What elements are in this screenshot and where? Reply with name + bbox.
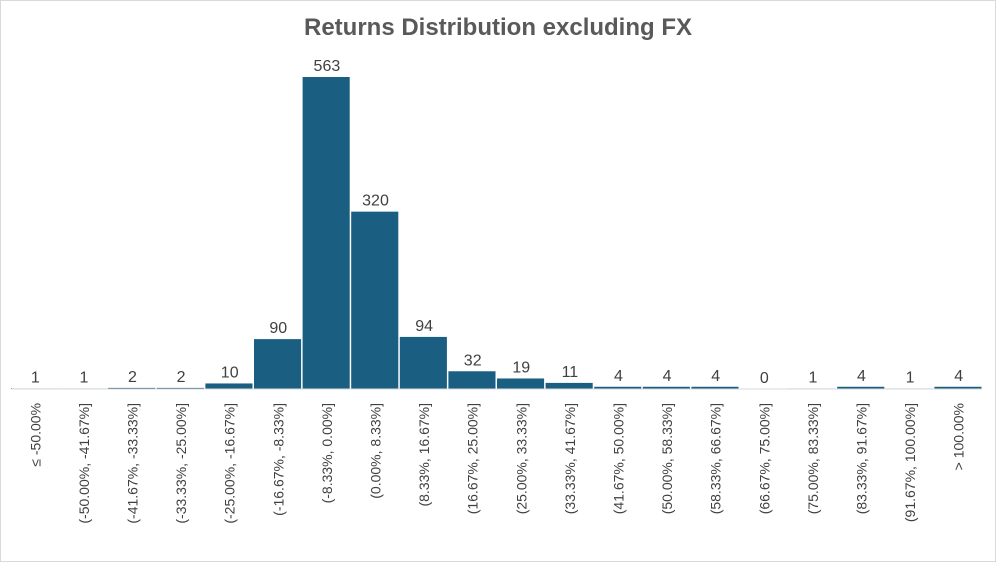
bar-17 bbox=[837, 386, 885, 389]
data-label-16: 1 bbox=[808, 369, 817, 386]
bar-2 bbox=[108, 387, 156, 389]
chart-title: Returns Distribution excluding FX bbox=[303, 14, 693, 41]
x-tick-label-11: (33.33%, 41.67%] bbox=[562, 403, 578, 514]
data-label-19: 4 bbox=[954, 368, 963, 385]
x-tick-label-19: > 100.00% bbox=[951, 403, 967, 470]
bars-group bbox=[11, 77, 982, 389]
bar-7 bbox=[351, 211, 399, 389]
data-label-18: 1 bbox=[906, 369, 915, 386]
bar-9 bbox=[448, 371, 496, 389]
x-tick-label-15: (66.67%, 75.00%] bbox=[756, 403, 772, 514]
x-tick-label-17: (83.33%, 91.67%] bbox=[854, 403, 870, 514]
x-tick-label-13: (50.00%, 58.33%] bbox=[659, 403, 675, 514]
data-label-6: 563 bbox=[314, 58, 341, 75]
x-tick-label-10: (25.00%, 33.33%] bbox=[513, 403, 529, 514]
bar-10 bbox=[497, 378, 545, 389]
x-tick-label-0: ≤ -50.00% bbox=[27, 403, 43, 467]
x-tick-label-16: (75.00%, 83.33%] bbox=[805, 403, 821, 514]
data-label-0: 1 bbox=[31, 369, 40, 386]
data-label-12: 4 bbox=[614, 368, 623, 385]
data-label-7: 320 bbox=[362, 193, 389, 210]
data-label-8: 94 bbox=[415, 318, 433, 335]
bar-4 bbox=[205, 383, 253, 389]
x-tick-label-1: (-50.00%, -41.67%] bbox=[76, 403, 92, 524]
x-tick-label-12: (41.67%, 50.00%] bbox=[611, 403, 627, 514]
bar-8 bbox=[399, 336, 447, 389]
bar-14 bbox=[691, 386, 739, 389]
data-label-1: 1 bbox=[79, 369, 88, 386]
data-label-15: 0 bbox=[760, 370, 769, 387]
data-label-3: 2 bbox=[177, 369, 186, 386]
data-label-2: 2 bbox=[128, 369, 137, 386]
x-tick-label-2: (-41.67%, -33.33%] bbox=[125, 403, 141, 524]
x-tick-label-18: (91.67%, 100.00%] bbox=[902, 403, 918, 522]
data-label-9: 32 bbox=[464, 352, 482, 369]
bar-12 bbox=[594, 386, 642, 389]
data-label-11: 11 bbox=[562, 364, 579, 381]
bar-5 bbox=[254, 339, 302, 389]
data-label-17: 4 bbox=[857, 368, 866, 385]
x-tick-label-8: (8.33%, 16.67%] bbox=[416, 403, 432, 507]
x-tick-label-7: (0.00%, 8.33%] bbox=[368, 403, 384, 499]
data-label-13: 4 bbox=[663, 368, 672, 385]
bar-6 bbox=[302, 77, 350, 389]
x-tick-labels-group: ≤ -50.00% (-50.00%, -41.67%] (-41.67%, -33… bbox=[27, 403, 966, 524]
x-tick-label-6: (-8.33%, 0.00%] bbox=[319, 403, 335, 503]
x-tick-label-9: (16.67%, 25.00%] bbox=[465, 403, 481, 514]
bar-13 bbox=[642, 386, 690, 389]
x-tick-label-4: (-25.00%, -16.67%] bbox=[222, 403, 238, 524]
data-label-5: 90 bbox=[269, 320, 287, 337]
data-label-4: 10 bbox=[221, 364, 239, 381]
data-label-14: 4 bbox=[711, 368, 720, 385]
x-tick-label-3: (-33.33%, -25.00%] bbox=[173, 403, 189, 524]
x-tick-label-5: (-16.67%, -8.33%] bbox=[270, 403, 286, 516]
bar-3 bbox=[156, 387, 204, 389]
x-tick-label-14: (58.33%, 66.67%] bbox=[708, 403, 724, 514]
data-label-10: 19 bbox=[512, 359, 530, 376]
bar-19 bbox=[934, 386, 982, 389]
bar-11 bbox=[545, 382, 593, 389]
